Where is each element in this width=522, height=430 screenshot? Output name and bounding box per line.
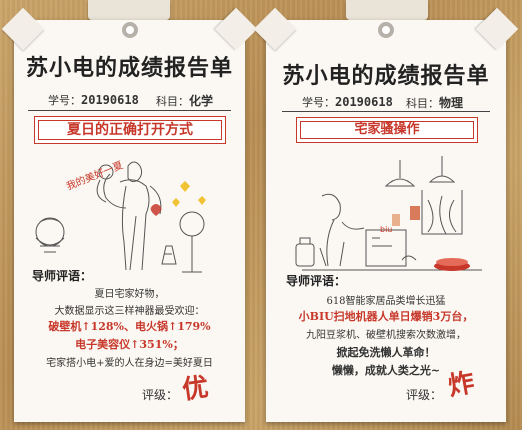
- left-review-line-1: 夏日宅家好物，: [94, 289, 165, 300]
- left-hanging-tag: [88, 0, 170, 20]
- left-card-title: 苏小电的成绩报告单: [25, 55, 233, 81]
- right-report-card: 苏小电的成绩报告单 学号：20190618 科目：物理 宅家骚操作 biu 导师: [266, 20, 506, 422]
- left-grade-value: 优: [180, 372, 211, 406]
- right-grade-label: 评级：: [406, 388, 443, 402]
- love-caption: 我的美好一夏: [64, 158, 125, 193]
- left-review-line-3: 破壁机↑128%、电火锅↑179%: [48, 320, 211, 333]
- right-section-title: 宅家骚操作: [296, 117, 478, 143]
- right-card-title: 苏小电的成绩报告单: [282, 63, 490, 89]
- left-review-line-5: 宅家搭小电+爱的人在身边=美好夏日: [46, 358, 213, 369]
- lazy-home-illustration: biu: [295, 156, 482, 271]
- biu-caption: biu: [380, 225, 392, 234]
- divider: [282, 111, 490, 112]
- right-review-label: 导师评语：: [286, 274, 347, 288]
- left-grade-label: 评级：: [142, 388, 179, 402]
- left-student-number: 学号：20190618: [48, 93, 139, 107]
- right-review-line-1: 618智能家居品类增长迅猛: [326, 296, 446, 307]
- left-review-line-4: 电子美容仪↑351%；: [75, 338, 184, 351]
- divider: [28, 110, 231, 111]
- summer-couple-illustration: 我的美好一夏: [35, 158, 206, 273]
- left-review-label: 导师评语：: [32, 269, 93, 283]
- right-review-line-2: 小BIU扫地机器人单日爆销3万台，: [298, 310, 474, 323]
- right-student-number: 学号：20190618: [302, 95, 393, 109]
- right-hanging-tag: [346, 0, 428, 20]
- grommet-icon: [122, 22, 138, 38]
- left-report-card: 苏小电的成绩报告单 学号：20190618 科目：化学 夏日的正确打开方式: [14, 20, 245, 422]
- left-review-line-2: 大数据显示这三样神器最受欢迎：: [54, 306, 205, 317]
- left-section-title: 夏日的正确打开方式: [34, 116, 226, 144]
- right-subject: 科目：物理: [406, 96, 464, 110]
- grommet-icon: [378, 22, 394, 38]
- right-review-line-4: 掀起免洗懒人革命！: [336, 346, 436, 359]
- right-review-line-5: 懒懒，成就人类之光~: [331, 364, 441, 377]
- right-review-line-3: 九阳豆浆机、破壁机搜索次数激增，: [306, 330, 466, 341]
- left-subject: 科目：化学: [156, 94, 214, 108]
